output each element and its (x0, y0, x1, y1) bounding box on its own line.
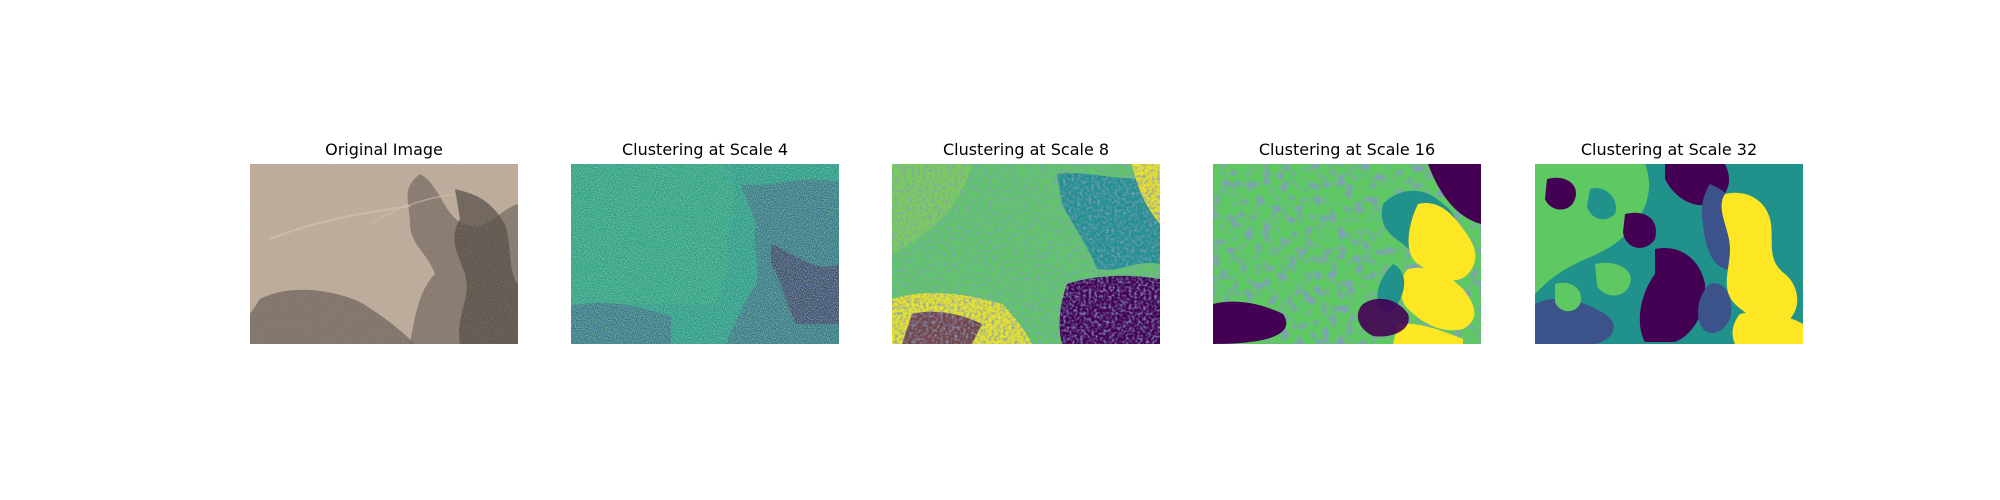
cluster-map-scale-8 (892, 164, 1160, 344)
panel-scale-8: Clustering at Scale 8 (892, 138, 1160, 344)
cluster-map-scale-4 (571, 164, 839, 344)
panel-title-scale-8: Clustering at Scale 8 (942, 140, 1110, 159)
cluster-map-scale-32 (1535, 164, 1803, 344)
panel-original: Original Image (250, 138, 518, 344)
cluster-map-scale-16 (1213, 164, 1481, 344)
panel-scale-16: Clustering at Scale 16 (1213, 138, 1481, 344)
panel-title-original: Original Image (325, 140, 443, 159)
panel-scale-32: Clustering at Scale 32 (1535, 138, 1803, 344)
panel-title-scale-32: Clustering at Scale 32 (1580, 140, 1758, 159)
panel-scale-4: Clustering at Scale 4 (571, 138, 839, 344)
panel-title-scale-4: Clustering at Scale 4 (621, 140, 789, 159)
panel-title-scale-16: Clustering at Scale 16 (1258, 140, 1436, 159)
original-image (250, 164, 518, 344)
